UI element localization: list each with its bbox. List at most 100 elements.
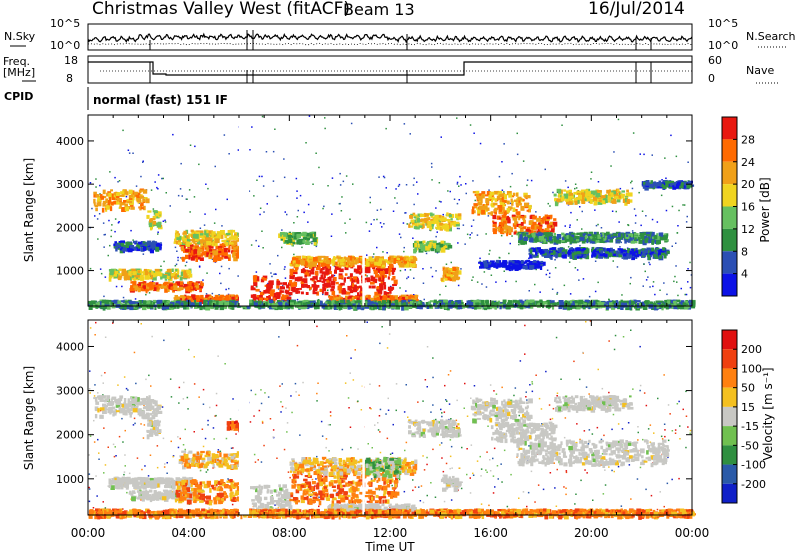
power-cell (348, 295, 353, 299)
power-cell (591, 252, 597, 257)
power-cell (302, 255, 307, 259)
power-cell (231, 296, 235, 301)
freq-tick-low: 8 (66, 72, 73, 85)
power-speckle (684, 293, 686, 296)
power-cell (211, 231, 216, 235)
power-speckle (369, 201, 371, 204)
power-speckle (392, 210, 395, 212)
power-speckle (339, 172, 341, 175)
power-cell (148, 223, 153, 228)
power-speckle (675, 265, 677, 267)
power-cell (528, 220, 533, 225)
power-cell (302, 231, 307, 236)
power-cell (311, 267, 314, 272)
power-cell (343, 277, 346, 281)
power-cell (334, 269, 337, 274)
power-cell (634, 237, 637, 241)
power-speckle (611, 210, 614, 212)
power-cell (660, 232, 664, 237)
power-cell (108, 192, 112, 198)
power-cell (286, 234, 291, 239)
power-cell (381, 274, 385, 279)
power-speckle (462, 224, 465, 226)
power-cell (157, 283, 162, 287)
power-cell (454, 221, 460, 225)
power-speckle (108, 219, 110, 222)
power-cell (138, 285, 143, 289)
power-speckle (205, 183, 207, 185)
power-cell (532, 215, 537, 220)
power-cell (300, 260, 305, 265)
power-cell (281, 294, 285, 297)
power-cell (263, 278, 267, 281)
power-cell (334, 295, 338, 298)
power-cell (329, 295, 333, 298)
power-cell (393, 279, 398, 285)
power-cell (145, 288, 148, 294)
power-speckle (181, 195, 183, 197)
power-cell (94, 204, 98, 208)
power-cell (333, 256, 336, 261)
power-speckle (546, 269, 549, 271)
power-cell (337, 265, 341, 271)
power-speckle (118, 180, 121, 182)
power-cell (449, 272, 454, 275)
power-cell (359, 258, 363, 262)
power-speckle (458, 199, 460, 201)
power-speckle (150, 189, 153, 191)
power-cell (315, 266, 321, 271)
power-cell (142, 285, 146, 288)
power-speckle (445, 263, 448, 265)
power-speckle (134, 298, 137, 300)
power-cell (298, 238, 304, 244)
power-cell (195, 295, 200, 300)
power-cell (510, 227, 514, 230)
power-cell (175, 296, 180, 301)
power-cell (137, 288, 141, 293)
power-cell (607, 235, 611, 240)
power-cell (185, 236, 189, 242)
power-speckle (409, 269, 412, 271)
power-cell (367, 295, 371, 299)
power-cell (157, 246, 162, 249)
power-cell (107, 201, 110, 207)
power-speckle (89, 182, 92, 184)
power-cell (138, 189, 142, 193)
power-speckle (561, 124, 563, 126)
power-cell (358, 271, 362, 275)
power-cell (320, 263, 325, 267)
power-cell (331, 290, 336, 295)
power-cell (199, 233, 204, 236)
power-speckle (405, 184, 408, 186)
power-cell (520, 205, 525, 211)
power-speckle (563, 284, 566, 287)
power-cell (117, 242, 121, 246)
power-speckle (516, 132, 518, 135)
power-cell (439, 226, 443, 231)
power-cell (147, 286, 152, 290)
power-cell (485, 198, 490, 201)
power-speckle (479, 257, 481, 260)
power-cell (284, 240, 289, 243)
power-speckle (125, 195, 128, 198)
power-cell (346, 276, 350, 279)
power-speckle (402, 222, 405, 224)
power-cell (352, 284, 357, 290)
power-cell (342, 288, 346, 292)
power-speckle (435, 207, 437, 209)
power-speckle (221, 225, 223, 227)
power-cell (183, 234, 186, 239)
power-cell (406, 262, 409, 265)
power-cell (190, 229, 194, 233)
power-speckle (660, 194, 663, 197)
power-cell (569, 240, 573, 244)
power-cell (355, 258, 359, 264)
power-speckle (189, 211, 191, 213)
power-speckle (545, 273, 548, 276)
power-speckle (595, 224, 598, 227)
power-cell (147, 246, 152, 251)
power-cell (128, 189, 133, 195)
power-speckle (652, 281, 655, 283)
power-cell (204, 232, 209, 237)
power-speckle (474, 199, 476, 202)
